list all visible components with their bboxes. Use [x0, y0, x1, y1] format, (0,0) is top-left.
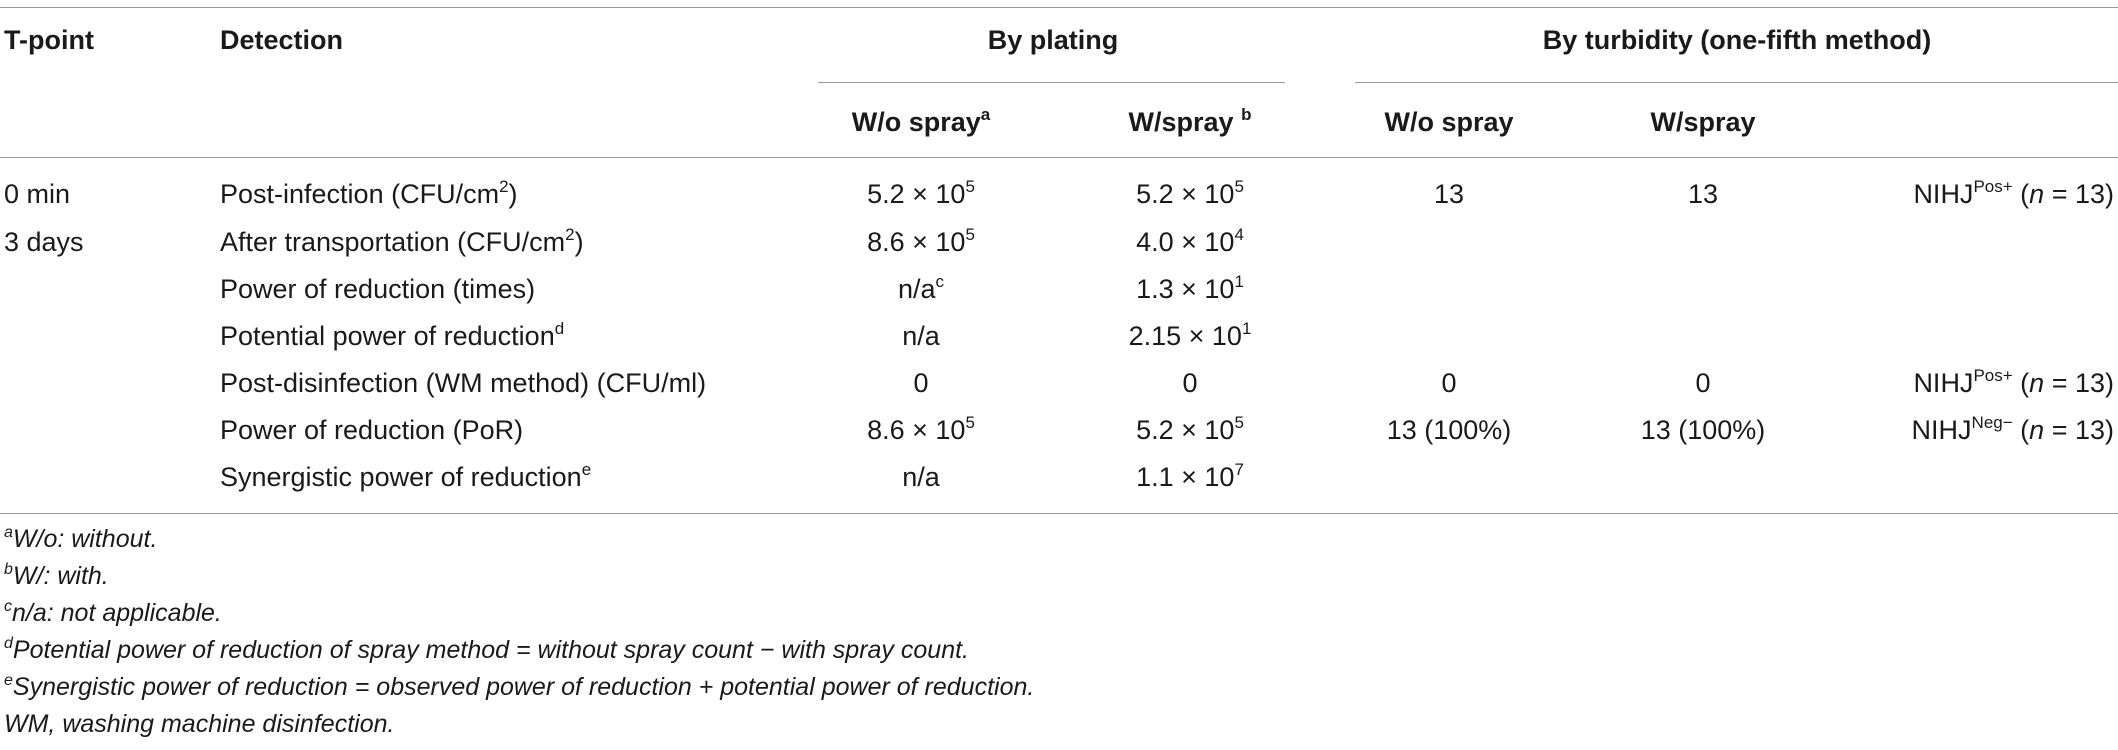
cell-turb-w-spray: 0 [1695, 368, 1711, 398]
cell-w-spray: 5.2 × 105 [1136, 177, 1244, 209]
cell-turb-wo-spray: 13 [1433, 179, 1465, 209]
footnote-e: eSynergistic power of reduction = observ… [4, 672, 1035, 702]
cell-tpoint: 0 min [4, 179, 71, 209]
cell-detection: After transportation (CFU/cm2) [220, 225, 584, 257]
table-bottom-rule [0, 513, 2118, 514]
cell-tpoint: 3 days [4, 227, 84, 257]
cell-wo-spray: 8.6 × 105 [867, 225, 975, 257]
cell-note: NIHJNeg− (n = 13) [1911, 413, 2114, 445]
footnote-c: cn/a: not applicable. [4, 598, 222, 628]
header-w-spray: W/spray b [1128, 105, 1252, 137]
header-by-turbidity: By turbidity (one-fifth method) [1542, 25, 1932, 55]
footnote-wm: WM, washing machine disinfection. [4, 710, 395, 738]
cell-w-spray: 4.0 × 104 [1136, 225, 1244, 257]
header-wo-spray: W/o spraya [851, 105, 991, 137]
footnote-b: bW/: with. [4, 561, 109, 591]
cell-wo-spray: n/a [902, 462, 940, 492]
cell-detection: Power of reduction (PoR) [220, 415, 524, 445]
cell-detection: Post-infection (CFU/cm2) [220, 177, 518, 209]
header-bottom-rule [0, 157, 2118, 158]
cell-detection: Synergistic power of reductione [220, 460, 592, 492]
cell-note: NIHJPos+ (n = 13) [1913, 177, 2114, 209]
header-detection: Detection [220, 25, 344, 55]
header-turb-wo-spray: W/o spray [1384, 107, 1514, 137]
turbidity-span-rule [1355, 82, 2118, 83]
header-turb-w-spray: W/spray [1650, 107, 1756, 137]
footnote-d: dPotential power of reduction of spray m… [4, 635, 969, 665]
cell-detection: Post-disinfection (WM method) (CFU/ml) [220, 368, 707, 398]
plating-span-rule [818, 82, 1285, 83]
cell-w-spray: 1.3 × 101 [1136, 272, 1244, 304]
cell-turb-wo-spray: 0 [1441, 368, 1457, 398]
cell-detection: Potential power of reductiond [220, 319, 565, 351]
cell-wo-spray: 8.6 × 105 [867, 413, 975, 445]
footnote-a: aW/o: without. [4, 524, 158, 554]
header-by-plating: By plating [987, 25, 1119, 55]
cell-wo-spray: n/ac [897, 272, 945, 304]
cell-w-spray: 0 [1182, 368, 1198, 398]
cell-turb-w-spray: 13 [1687, 179, 1719, 209]
cell-turb-wo-spray: 13 (100%) [1386, 415, 1512, 445]
cell-w-spray: 5.2 × 105 [1136, 413, 1244, 445]
cell-detection: Power of reduction (times) [220, 274, 536, 304]
cell-w-spray: 2.15 × 101 [1128, 319, 1252, 351]
header-tpoint: T-point [4, 25, 94, 55]
cell-wo-spray: n/a [902, 321, 940, 351]
cell-note: NIHJPos+ (n = 13) [1913, 366, 2114, 398]
cell-turb-w-spray: 13 (100%) [1640, 415, 1766, 445]
cell-wo-spray: 0 [913, 368, 929, 398]
table-top-rule [0, 7, 2118, 8]
cell-w-spray: 1.1 × 107 [1136, 460, 1244, 492]
cell-wo-spray: 5.2 × 105 [867, 177, 975, 209]
